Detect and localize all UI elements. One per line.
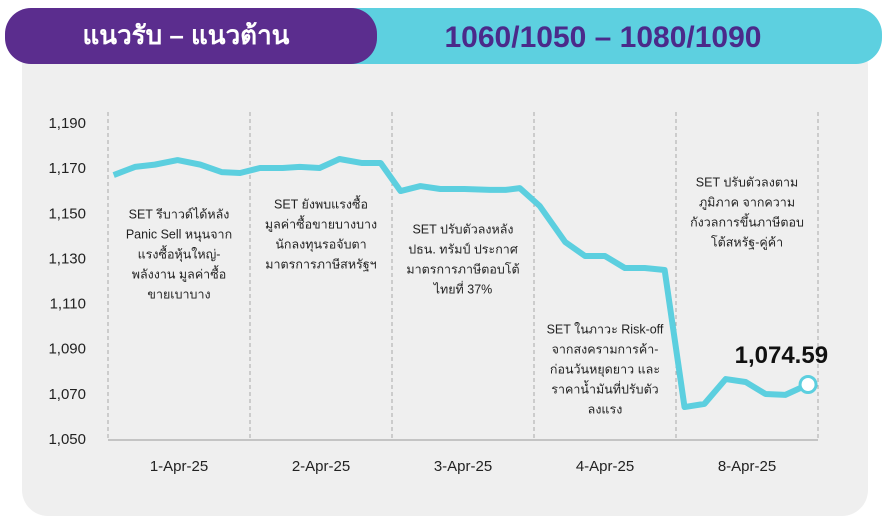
annotation: พลังงาน มูลค่าซื้อ bbox=[132, 264, 226, 282]
annotation: SET ในภาวะ Risk-off bbox=[547, 322, 664, 336]
y-tick-label: 1,070 bbox=[48, 386, 86, 403]
annotation: ราคาน้ำมันที่ปรับตัว bbox=[551, 379, 658, 396]
annotation: SET รีบาวด์ได้หลัง bbox=[129, 207, 230, 221]
levels-bar bbox=[300, 8, 882, 64]
value-label: 1,074.59 bbox=[735, 342, 828, 369]
y-tick-label: 1,150 bbox=[48, 205, 86, 222]
card bbox=[22, 40, 868, 516]
annotation: มาตรการภาษีสหรัฐฯ bbox=[265, 257, 376, 271]
annotation: SET ปรับตัวลงหลัง bbox=[412, 222, 513, 236]
y-tick-label: 1,130 bbox=[48, 250, 86, 267]
y-tick-label: 1,050 bbox=[48, 431, 86, 448]
x-tick-label: 1-Apr-25 bbox=[150, 458, 208, 475]
x-tick-label: 2-Apr-25 bbox=[292, 458, 350, 475]
annotation: มาตรการภาษีตอบโต้ bbox=[406, 261, 519, 276]
annotation: ก่อนวันหยุดยาว และ bbox=[550, 362, 660, 377]
annotation: จากสงครามการค้า- bbox=[552, 342, 659, 356]
annotation: แรงซื้อหุ้นใหญ่- bbox=[138, 244, 221, 262]
annotation: ลงแรง bbox=[588, 402, 623, 416]
price-line bbox=[112, 155, 810, 411]
last-point bbox=[798, 374, 818, 394]
annotation: ปธน. ทรัมป์ ประกาศ bbox=[408, 242, 518, 256]
annotation: SET ยังพบแรงซื้อ bbox=[274, 194, 368, 211]
title-bar bbox=[5, 8, 377, 64]
y-tick-label: 1,110 bbox=[50, 296, 86, 313]
annotation: กังวลการขึ้นภาษีตอบ bbox=[690, 212, 804, 229]
header-title: แนวรับ – แนวต้าน bbox=[83, 20, 290, 50]
y-tick-label: 1,090 bbox=[48, 341, 86, 358]
annotation: SET ปรับตัวลงตาม bbox=[696, 175, 798, 189]
x-tick-label: 3-Apr-25 bbox=[434, 458, 492, 475]
y-tick-label: 1,170 bbox=[48, 160, 86, 177]
annotation: ไทยที่ 37% bbox=[433, 280, 493, 296]
header-levels: 1060/1050 – 1080/1090 bbox=[445, 21, 762, 54]
annotation: Panic Sell หนุนจาก bbox=[126, 227, 232, 242]
annotation: นักลงทุนรอจับตา bbox=[275, 237, 366, 252]
annotation: ขายเบาบาง bbox=[147, 287, 210, 301]
x-tick-label: 4-Apr-25 bbox=[576, 458, 634, 475]
annotation: โต้สหรัฐ-คู่ค้า bbox=[711, 234, 783, 250]
y-tick-label: 1,190 bbox=[48, 115, 86, 132]
annotation: มูลค่าซื้อขายบางบาง bbox=[265, 214, 377, 232]
annotation: ภูมิภาค จากความ bbox=[699, 195, 795, 210]
x-tick-label: 8-Apr-25 bbox=[718, 458, 776, 475]
